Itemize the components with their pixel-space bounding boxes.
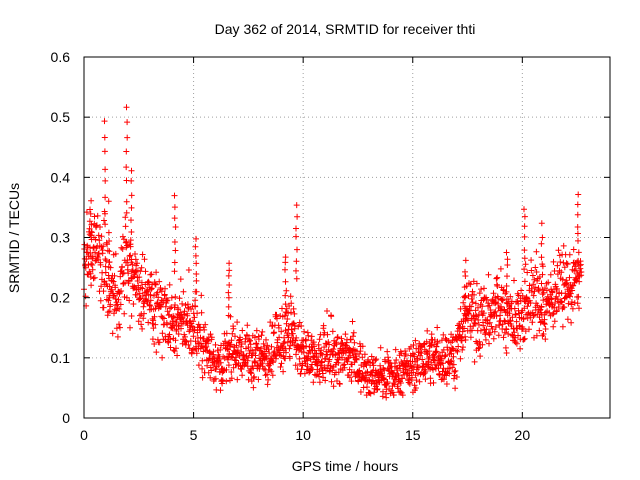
data-points [81,104,585,401]
data-point-markers [81,104,585,401]
x-tick-label: 15 [405,427,421,443]
x-tick-label: 5 [190,427,198,443]
y-tick-label: 0.5 [51,109,71,125]
y-tick-label: 0.1 [51,350,71,366]
y-tick-label: 0.3 [51,230,71,246]
x-tick-label: 10 [295,427,311,443]
x-axis-title: GPS time / hours [292,458,399,474]
y-tick-label: 0.2 [51,290,71,306]
y-tick-label: 0 [62,410,70,426]
x-tick-label: 0 [80,427,88,443]
axis-ticks: 0 5 10 15 20 0 0.1 0.2 0.3 0.4 0.5 0.6 [51,49,610,443]
y-axis-title: SRMTID / TECUs [6,183,22,293]
y-tick-label: 0.6 [51,49,71,65]
y-tick-label: 0.4 [51,169,71,185]
x-tick-label: 20 [515,427,531,443]
chart-title: Day 362 of 2014, SRMTID for receiver tht… [215,21,476,37]
